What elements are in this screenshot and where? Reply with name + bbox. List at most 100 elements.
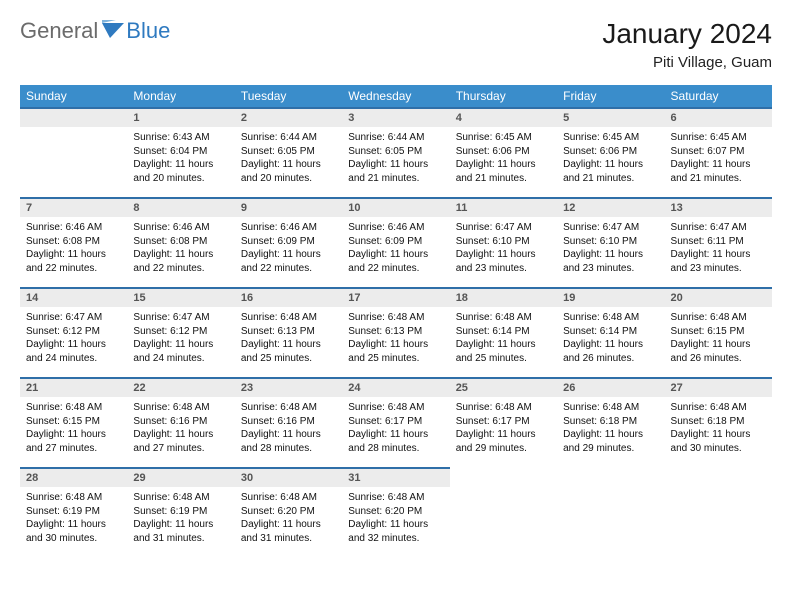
sunrise-text: Sunrise: 6:48 AM (241, 491, 336, 505)
sunrise-text: Sunrise: 6:44 AM (241, 131, 336, 145)
daylight-text: Daylight: 11 hours and 26 minutes. (563, 338, 658, 365)
day-cell: 16Sunrise: 6:48 AMSunset: 6:13 PMDayligh… (235, 288, 342, 378)
dow-friday: Friday (557, 85, 664, 108)
day-cell: 25Sunrise: 6:48 AMSunset: 6:17 PMDayligh… (450, 378, 557, 468)
sunset-text: Sunset: 6:07 PM (671, 145, 766, 159)
daylight-text: Daylight: 11 hours and 30 minutes. (671, 428, 766, 455)
dow-wednesday: Wednesday (342, 85, 449, 108)
day-cell: 12Sunrise: 6:47 AMSunset: 6:10 PMDayligh… (557, 198, 664, 288)
sunset-text: Sunset: 6:14 PM (456, 325, 551, 339)
daylight-text: Daylight: 11 hours and 28 minutes. (241, 428, 336, 455)
day-cell: 1Sunrise: 6:43 AMSunset: 6:04 PMDaylight… (127, 108, 234, 198)
day-body: Sunrise: 6:48 AMSunset: 6:19 PMDaylight:… (20, 487, 127, 557)
location: Piti Village, Guam (602, 54, 772, 71)
sunset-text: Sunset: 6:20 PM (241, 505, 336, 519)
sunrise-text: Sunrise: 6:48 AM (348, 311, 443, 325)
day-number: 4 (450, 109, 557, 127)
day-cell: 23Sunrise: 6:48 AMSunset: 6:16 PMDayligh… (235, 378, 342, 468)
sunset-text: Sunset: 6:18 PM (563, 415, 658, 429)
day-number: 17 (342, 289, 449, 307)
sunset-text: Sunset: 6:15 PM (26, 415, 121, 429)
day-number: 26 (557, 379, 664, 397)
sunrise-text: Sunrise: 6:45 AM (671, 131, 766, 145)
sunrise-text: Sunrise: 6:46 AM (133, 221, 228, 235)
day-body: Sunrise: 6:48 AMSunset: 6:20 PMDaylight:… (235, 487, 342, 557)
calendar-row: 7Sunrise: 6:46 AMSunset: 6:08 PMDaylight… (20, 198, 772, 288)
day-number: 13 (665, 199, 772, 217)
calendar-row: 1Sunrise: 6:43 AMSunset: 6:04 PMDaylight… (20, 108, 772, 198)
month-title: January 2024 (602, 18, 772, 50)
sunrise-text: Sunrise: 6:47 AM (671, 221, 766, 235)
day-number: 2 (235, 109, 342, 127)
sunrise-text: Sunrise: 6:48 AM (563, 401, 658, 415)
day-cell: 5Sunrise: 6:45 AMSunset: 6:06 PMDaylight… (557, 108, 664, 198)
sunrise-text: Sunrise: 6:47 AM (456, 221, 551, 235)
daylight-text: Daylight: 11 hours and 31 minutes. (133, 518, 228, 545)
daylight-text: Daylight: 11 hours and 24 minutes. (133, 338, 228, 365)
day-number: 9 (235, 199, 342, 217)
day-number: 23 (235, 379, 342, 397)
sunset-text: Sunset: 6:13 PM (348, 325, 443, 339)
daylight-text: Daylight: 11 hours and 23 minutes. (671, 248, 766, 275)
sunrise-text: Sunrise: 6:45 AM (563, 131, 658, 145)
page-header: General Blue January 2024 Piti Village, … (20, 18, 772, 71)
day-body: Sunrise: 6:47 AMSunset: 6:11 PMDaylight:… (665, 217, 772, 287)
logo: General Blue (20, 18, 170, 44)
day-cell: 6Sunrise: 6:45 AMSunset: 6:07 PMDaylight… (665, 108, 772, 198)
dow-sunday: Sunday (20, 85, 127, 108)
day-body: Sunrise: 6:47 AMSunset: 6:12 PMDaylight:… (20, 307, 127, 377)
sunset-text: Sunset: 6:05 PM (241, 145, 336, 159)
day-body: Sunrise: 6:48 AMSunset: 6:13 PMDaylight:… (342, 307, 449, 377)
sunrise-text: Sunrise: 6:44 AM (348, 131, 443, 145)
day-number: 29 (127, 469, 234, 487)
day-cell: 18Sunrise: 6:48 AMSunset: 6:14 PMDayligh… (450, 288, 557, 378)
day-body: Sunrise: 6:48 AMSunset: 6:17 PMDaylight:… (342, 397, 449, 467)
day-number: 6 (665, 109, 772, 127)
dow-tuesday: Tuesday (235, 85, 342, 108)
day-cell: 28Sunrise: 6:48 AMSunset: 6:19 PMDayligh… (20, 468, 127, 557)
sunrise-text: Sunrise: 6:48 AM (456, 311, 551, 325)
day-cell: 20Sunrise: 6:48 AMSunset: 6:15 PMDayligh… (665, 288, 772, 378)
day-cell: 26Sunrise: 6:48 AMSunset: 6:18 PMDayligh… (557, 378, 664, 468)
daylight-text: Daylight: 11 hours and 24 minutes. (26, 338, 121, 365)
sunrise-text: Sunrise: 6:46 AM (348, 221, 443, 235)
day-body: Sunrise: 6:48 AMSunset: 6:14 PMDaylight:… (450, 307, 557, 377)
day-cell (557, 468, 664, 557)
sunset-text: Sunset: 6:12 PM (26, 325, 121, 339)
logo-flag-icon (102, 20, 124, 43)
day-body: Sunrise: 6:45 AMSunset: 6:06 PMDaylight:… (450, 127, 557, 197)
day-cell: 17Sunrise: 6:48 AMSunset: 6:13 PMDayligh… (342, 288, 449, 378)
day-cell: 31Sunrise: 6:48 AMSunset: 6:20 PMDayligh… (342, 468, 449, 557)
day-body: Sunrise: 6:48 AMSunset: 6:15 PMDaylight:… (20, 397, 127, 467)
daylight-text: Daylight: 11 hours and 20 minutes. (241, 158, 336, 185)
day-number: 27 (665, 379, 772, 397)
daylight-text: Daylight: 11 hours and 25 minutes. (348, 338, 443, 365)
day-body: Sunrise: 6:48 AMSunset: 6:14 PMDaylight:… (557, 307, 664, 377)
sunrise-text: Sunrise: 6:48 AM (133, 491, 228, 505)
sunset-text: Sunset: 6:06 PM (563, 145, 658, 159)
dow-monday: Monday (127, 85, 234, 108)
sunset-text: Sunset: 6:16 PM (133, 415, 228, 429)
day-number: 15 (127, 289, 234, 307)
sunrise-text: Sunrise: 6:48 AM (348, 401, 443, 415)
daylight-text: Daylight: 11 hours and 22 minutes. (241, 248, 336, 275)
day-body: Sunrise: 6:48 AMSunset: 6:13 PMDaylight:… (235, 307, 342, 377)
day-body: Sunrise: 6:47 AMSunset: 6:10 PMDaylight:… (557, 217, 664, 287)
daylight-text: Daylight: 11 hours and 32 minutes. (348, 518, 443, 545)
day-number: 21 (20, 379, 127, 397)
daylight-text: Daylight: 11 hours and 22 minutes. (133, 248, 228, 275)
day-number: 8 (127, 199, 234, 217)
sunrise-text: Sunrise: 6:43 AM (133, 131, 228, 145)
day-cell: 10Sunrise: 6:46 AMSunset: 6:09 PMDayligh… (342, 198, 449, 288)
sunrise-text: Sunrise: 6:47 AM (563, 221, 658, 235)
daylight-text: Daylight: 11 hours and 28 minutes. (348, 428, 443, 455)
sunset-text: Sunset: 6:19 PM (26, 505, 121, 519)
day-cell: 24Sunrise: 6:48 AMSunset: 6:17 PMDayligh… (342, 378, 449, 468)
sunset-text: Sunset: 6:10 PM (456, 235, 551, 249)
day-cell: 19Sunrise: 6:48 AMSunset: 6:14 PMDayligh… (557, 288, 664, 378)
daylight-text: Daylight: 11 hours and 23 minutes. (456, 248, 551, 275)
sunrise-text: Sunrise: 6:45 AM (456, 131, 551, 145)
day-body: Sunrise: 6:46 AMSunset: 6:08 PMDaylight:… (127, 217, 234, 287)
day-head-empty (20, 109, 127, 127)
sunrise-text: Sunrise: 6:48 AM (348, 491, 443, 505)
